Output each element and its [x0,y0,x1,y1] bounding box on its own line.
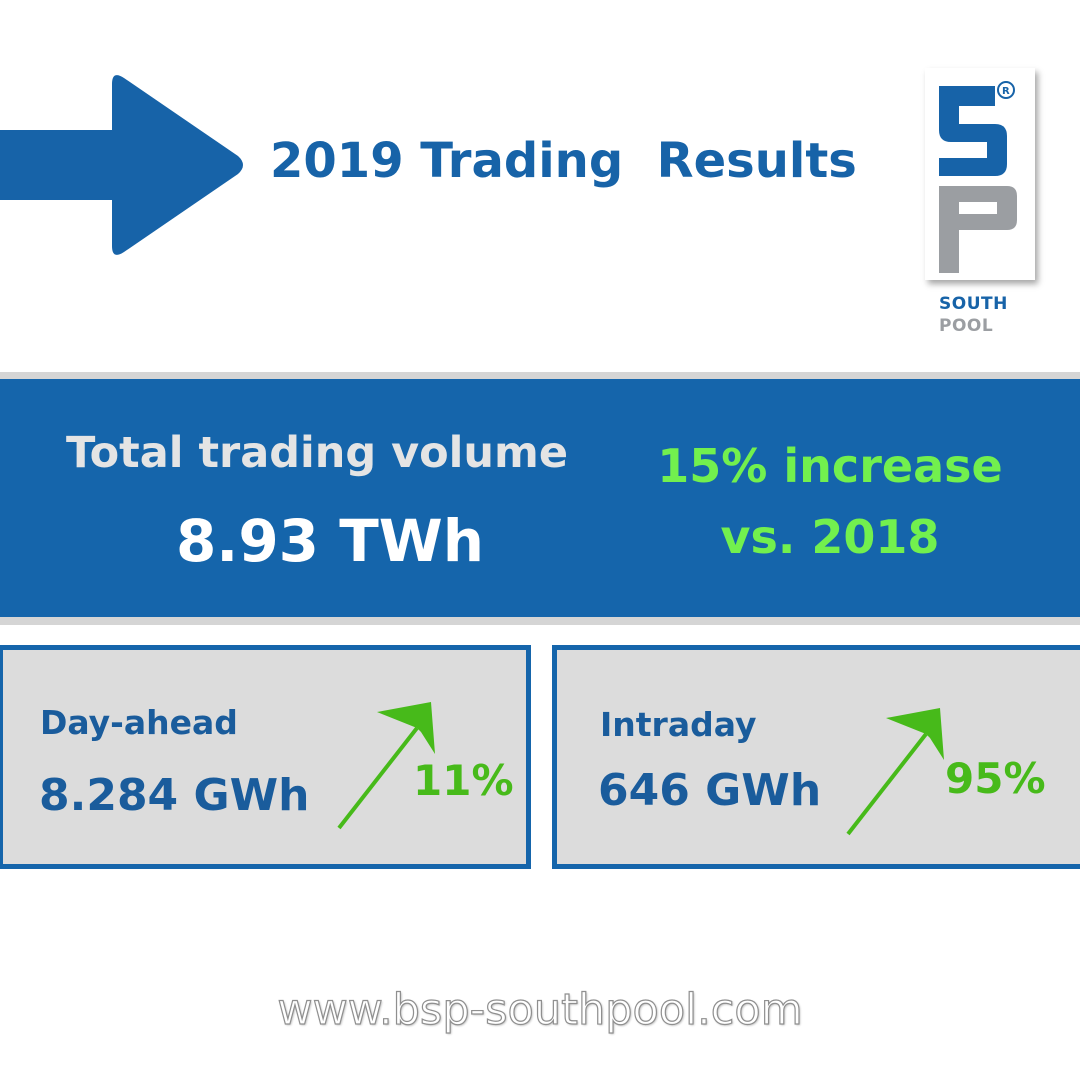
website-link[interactable]: www.bsp-southpool.com [277,984,803,1035]
trend-up-arrow-icon [846,708,944,836]
logo-text-south: SOUTH [939,294,1008,314]
intraday-label: Intraday [600,705,757,744]
sp-monogram-icon: R [939,81,1017,273]
svg-text:R: R [1002,86,1010,97]
page-title: 2019 Trading Results [270,133,857,189]
total-volume-banner [0,379,1080,617]
logo-text-pool: POOL [939,316,994,336]
right-arrow-icon [0,75,243,255]
day-ahead-change: 11% [413,756,514,805]
divider-top [0,372,1080,379]
total-volume-label: Total trading volume [66,428,568,478]
intraday-card: Intraday 646 GWh 95% [552,645,1080,869]
day-ahead-value: 8.284 GWh [39,770,310,821]
total-volume-value: 8.93 TWh [175,507,485,575]
divider-bottom [0,617,1080,625]
increase-text: 15% increase [657,439,1003,493]
trend-up-arrow-icon [337,702,435,830]
southpool-logo: R SOUTH POOL [925,68,1035,336]
intraday-change: 95% [945,754,1046,803]
intraday-value: 646 GWh [598,765,822,816]
day-ahead-card: Day-ahead 8.284 GWh 11% [0,645,531,869]
increase-comparison: vs. 2018 [720,510,940,564]
day-ahead-label: Day-ahead [40,703,238,742]
